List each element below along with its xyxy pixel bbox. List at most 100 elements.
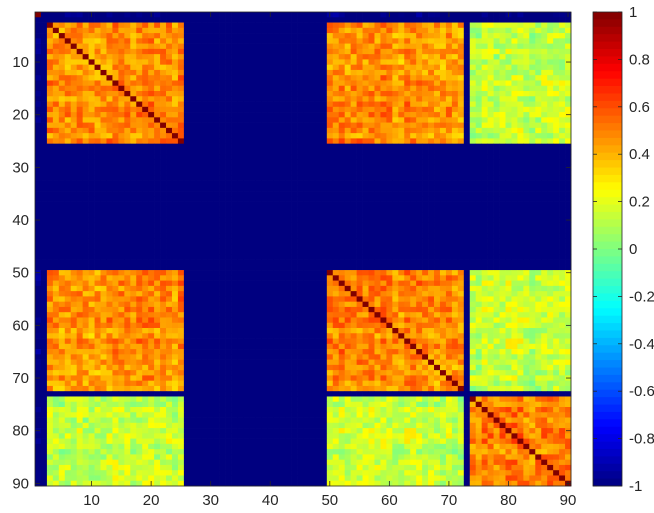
heatmap-cell — [255, 154, 262, 160]
heatmap-cell — [195, 212, 203, 218]
heatmap-cell — [237, 96, 244, 102]
heatmap-cell — [368, 264, 375, 271]
heatmap-cell — [58, 59, 66, 66]
heatmap-cell — [142, 143, 149, 150]
heatmap-cell — [487, 180, 494, 187]
heatmap-cell — [171, 164, 179, 171]
heatmap-cell — [201, 106, 209, 113]
heatmap-cell — [291, 243, 298, 250]
heatmap-cell — [40, 185, 48, 192]
heatmap-cell — [160, 33, 167, 39]
heatmap-cell — [118, 291, 125, 297]
heatmap-cell — [207, 222, 215, 229]
heatmap-cell — [213, 12, 220, 18]
heatmap-cell — [481, 243, 488, 250]
heatmap-cell — [398, 275, 405, 281]
heatmap-cell — [344, 117, 351, 123]
heatmap-cell — [124, 233, 131, 239]
heatmap-cell — [142, 54, 149, 60]
heatmap-cell — [76, 69, 83, 76]
heatmap-cell — [100, 280, 107, 287]
heatmap-cell — [219, 170, 226, 176]
heatmap-cell — [58, 133, 66, 139]
heatmap-cell — [207, 64, 215, 71]
heatmap-cell — [213, 43, 220, 50]
heatmap-cell — [469, 33, 477, 39]
heatmap-cell — [261, 170, 268, 176]
heatmap-cell — [314, 270, 322, 276]
heatmap-cell — [166, 191, 173, 197]
heatmap-cell — [112, 48, 119, 55]
heatmap-cell — [273, 117, 280, 123]
heatmap-cell — [481, 143, 488, 150]
heatmap-cell — [451, 275, 459, 281]
heatmap-cell — [213, 59, 220, 66]
heatmap-cell — [112, 85, 119, 92]
heatmap-cell — [255, 175, 262, 181]
heatmap-cell — [344, 249, 351, 255]
heatmap-cell — [82, 249, 89, 255]
heatmap-cell — [445, 249, 453, 255]
heatmap-cell — [261, 43, 268, 50]
heatmap-cell — [487, 275, 494, 281]
heatmap-cell — [261, 48, 268, 55]
heatmap-cell — [124, 101, 131, 108]
heatmap-cell — [124, 127, 131, 134]
heatmap-cell — [451, 33, 459, 39]
heatmap-cell — [52, 270, 60, 276]
heatmap-cell — [82, 43, 89, 50]
heatmap-cell — [124, 264, 131, 271]
heatmap-cell — [124, 96, 131, 102]
heatmap-cell — [249, 175, 256, 181]
heatmap-cell — [457, 201, 465, 208]
heatmap-cell — [94, 85, 101, 92]
heatmap-cell — [100, 291, 107, 297]
heatmap-cell — [112, 280, 119, 287]
heatmap-cell — [291, 27, 298, 34]
heatmap-cell — [177, 75, 185, 81]
heatmap-cell — [380, 243, 387, 250]
heatmap-cell — [303, 270, 310, 276]
heatmap-cell — [70, 264, 78, 271]
heatmap-cell — [547, 17, 554, 23]
heatmap-cell — [148, 43, 155, 50]
heatmap-cell — [195, 48, 203, 55]
heatmap-cell — [148, 180, 155, 187]
heatmap-cell — [285, 91, 292, 97]
heatmap-cell — [481, 33, 488, 39]
heatmap-cell — [82, 196, 89, 202]
heatmap-cell — [541, 206, 548, 213]
heatmap-cell — [285, 148, 292, 155]
heatmap-cell — [350, 249, 357, 255]
heatmap-cell — [374, 69, 381, 76]
heatmap-cell — [112, 75, 119, 81]
heatmap-cell — [398, 85, 405, 92]
heatmap-cell — [40, 264, 48, 271]
heatmap-cell — [481, 180, 488, 187]
heatmap-cell — [166, 175, 173, 181]
heatmap-cell — [308, 117, 316, 123]
heatmap-cell — [40, 238, 48, 245]
heatmap-cell — [64, 112, 72, 118]
heatmap-cell — [297, 238, 304, 245]
heatmap-cell — [267, 27, 274, 34]
heatmap-cell — [46, 259, 54, 266]
heatmap-cell — [142, 12, 149, 18]
heatmap-cell — [463, 17, 471, 23]
heatmap-cell — [541, 170, 548, 176]
heatmap-cell — [171, 33, 179, 39]
heatmap-cell — [189, 243, 197, 250]
heatmap-cell — [136, 154, 143, 160]
heatmap-cell — [35, 243, 42, 250]
heatmap-cell — [314, 170, 322, 176]
heatmap-cell — [523, 133, 530, 139]
heatmap-cell — [451, 85, 459, 92]
heatmap-cell — [231, 112, 238, 118]
heatmap-cell — [326, 259, 334, 266]
heatmap-cell — [356, 254, 363, 260]
heatmap-cell — [362, 285, 369, 292]
heatmap-cell — [177, 64, 185, 71]
heatmap-cell — [303, 201, 310, 208]
heatmap-cell — [404, 212, 411, 218]
heatmap-cell — [189, 222, 197, 229]
